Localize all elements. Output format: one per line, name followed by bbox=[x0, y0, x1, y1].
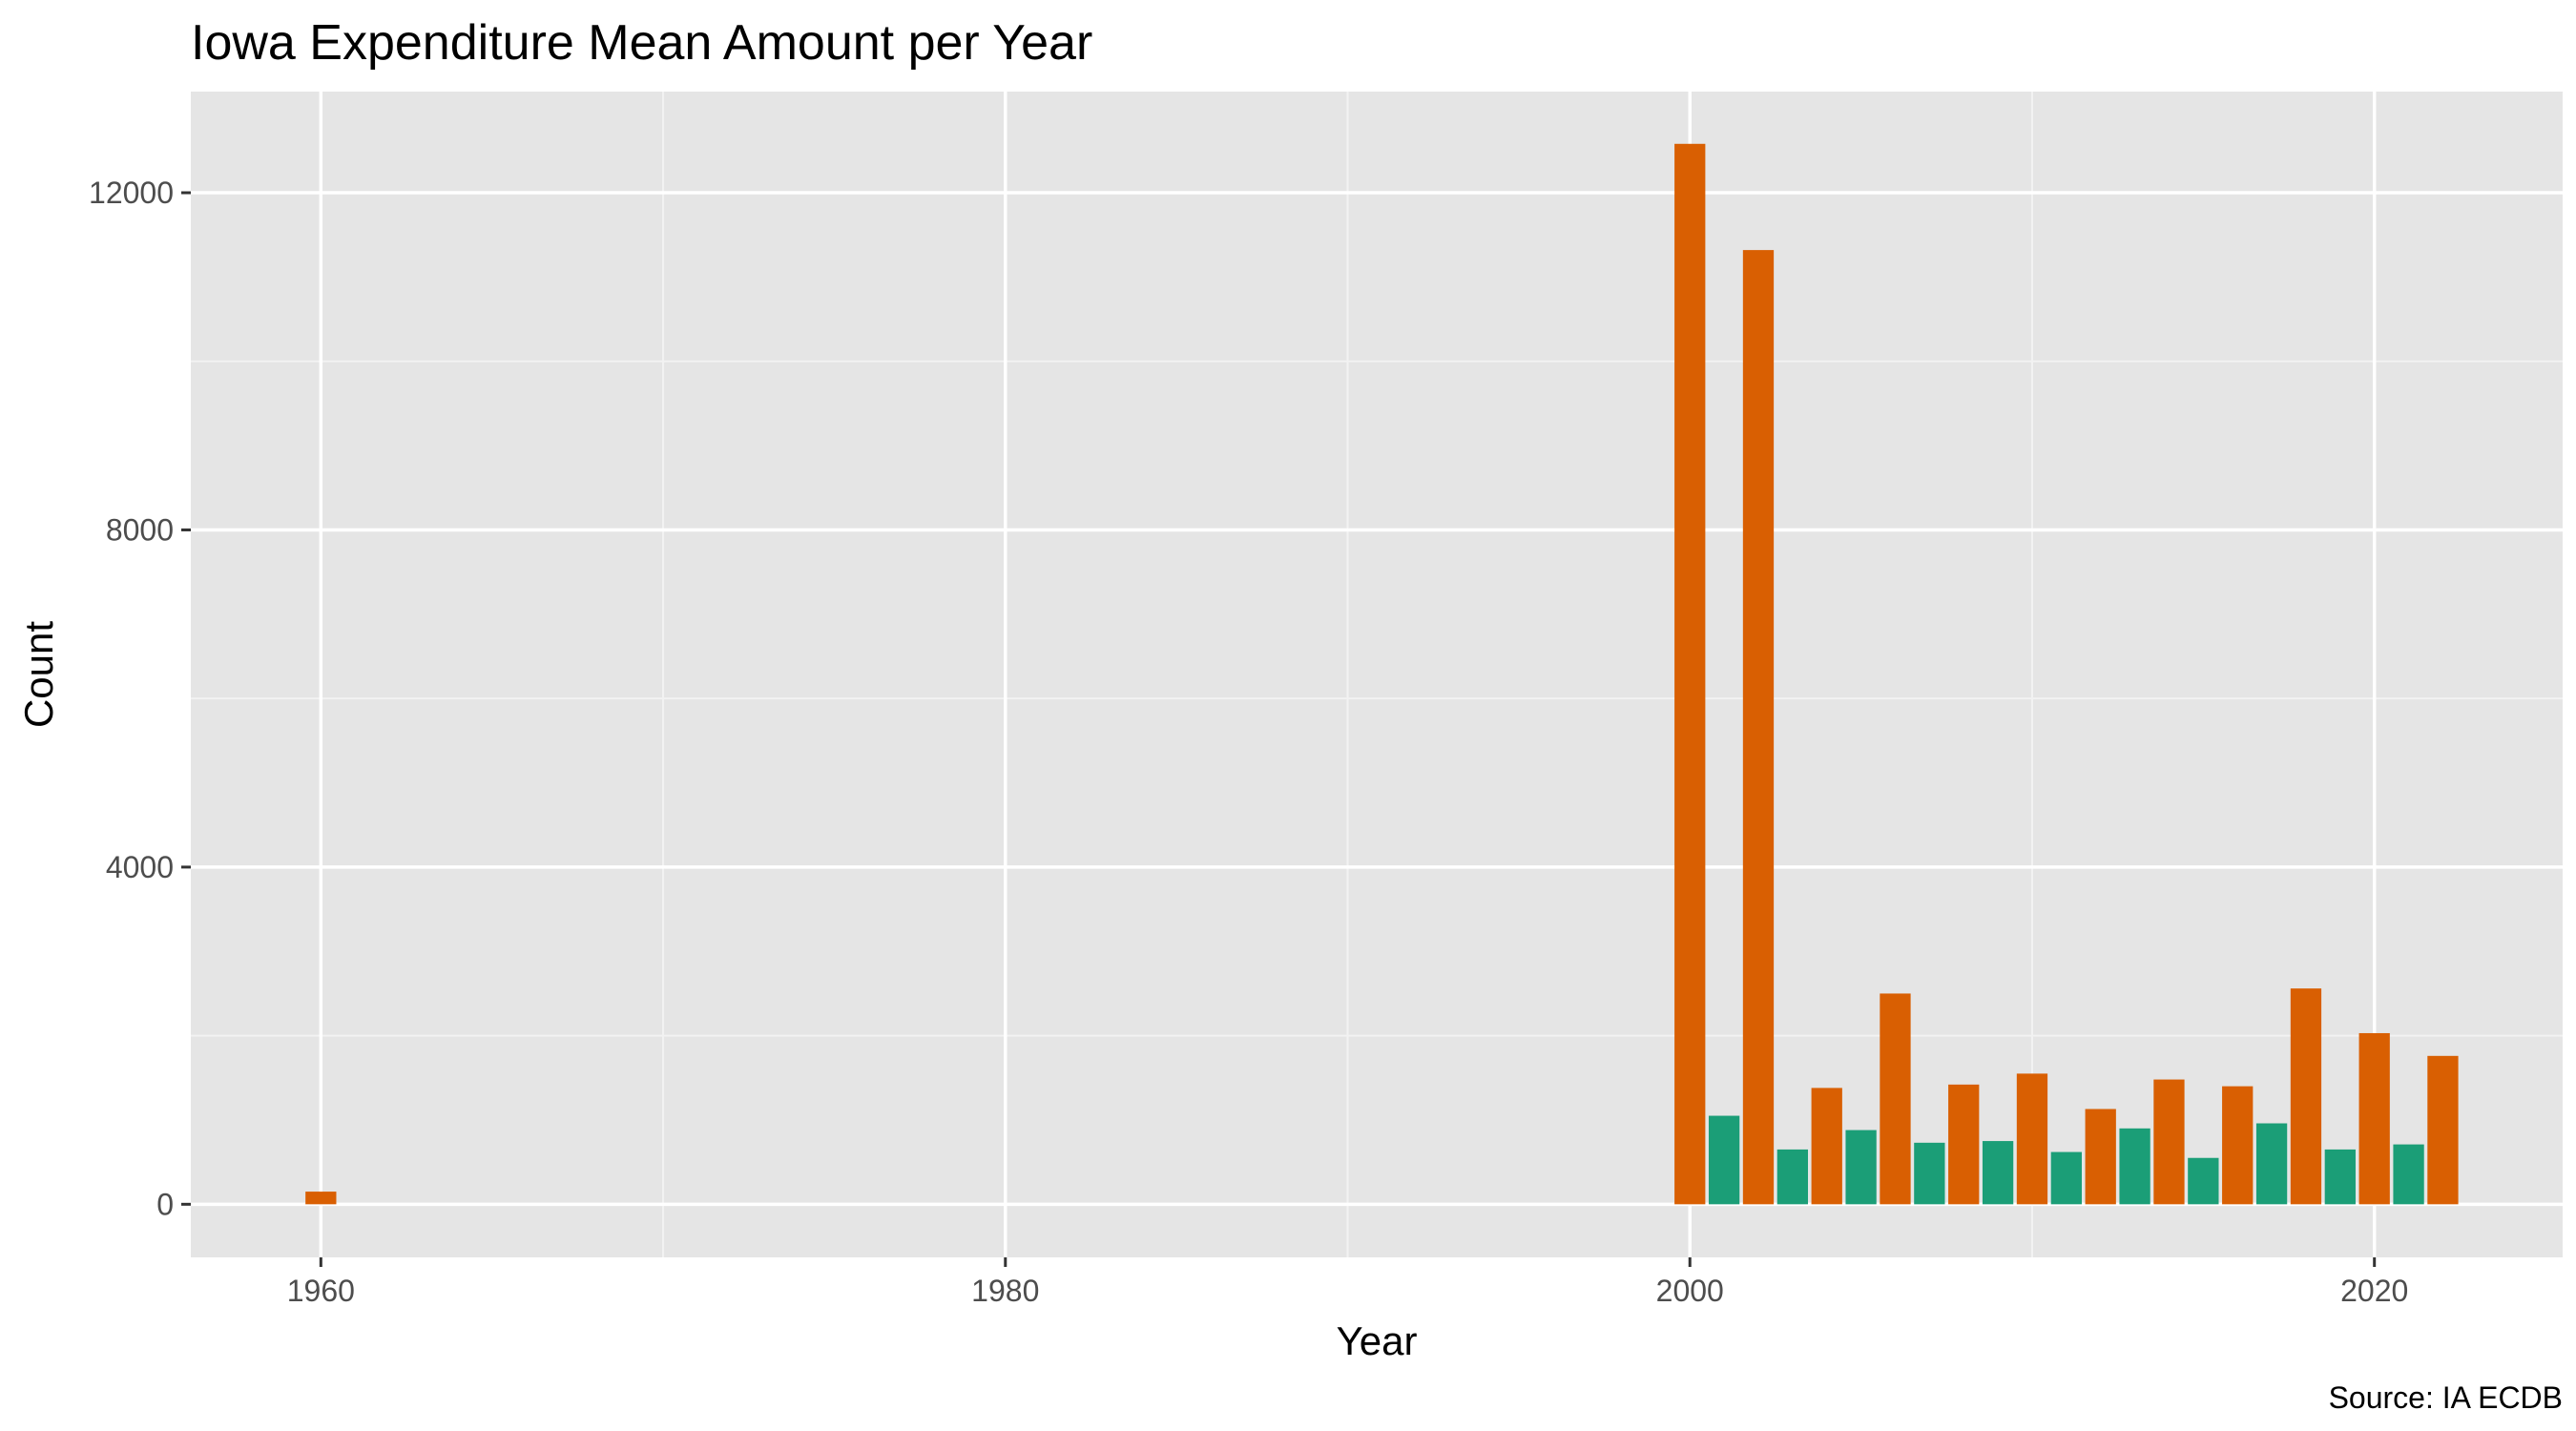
x-axis: 1960 1980 2000 2020 bbox=[287, 1257, 2408, 1308]
bar-2009 bbox=[1982, 1141, 2014, 1205]
plot-panel bbox=[191, 92, 2563, 1257]
minor-gridlines bbox=[191, 92, 2563, 1257]
x-tick-label: 2000 bbox=[1656, 1274, 1724, 1308]
bar-2014 bbox=[2153, 1079, 2185, 1205]
bar-2005 bbox=[1845, 1130, 1877, 1205]
bar-2006 bbox=[1880, 993, 1911, 1205]
bar-2016 bbox=[2222, 1086, 2254, 1205]
bar-2018 bbox=[2290, 988, 2322, 1205]
bar-2017 bbox=[2255, 1123, 2288, 1205]
x-axis-title: Year bbox=[1337, 1318, 1418, 1363]
bar-2001 bbox=[1708, 1115, 1740, 1205]
bar-2019 bbox=[2324, 1149, 2356, 1205]
y-axis-title: Count bbox=[16, 621, 61, 728]
y-axis: 0 4000 8000 12000 bbox=[89, 176, 191, 1221]
y-tick-label: 0 bbox=[156, 1187, 174, 1221]
bar-2012 bbox=[2085, 1109, 2116, 1205]
bar-2013 bbox=[2119, 1128, 2150, 1205]
y-tick-label: 8000 bbox=[106, 512, 174, 547]
chart-title: Iowa Expenditure Mean Amount per Year bbox=[191, 15, 1092, 71]
y-tick-label: 12000 bbox=[89, 176, 174, 210]
bar-2002 bbox=[1742, 250, 1775, 1205]
bar-2000 bbox=[1674, 143, 1706, 1205]
bar-2008 bbox=[1948, 1084, 1980, 1205]
bar-2003 bbox=[1776, 1149, 1808, 1205]
x-tick-label: 1980 bbox=[971, 1274, 1039, 1308]
source-caption: Source: IA ECDB bbox=[2329, 1380, 2563, 1415]
y-tick-label: 4000 bbox=[106, 850, 174, 884]
bar-2007 bbox=[1914, 1142, 1945, 1205]
bar-2021 bbox=[2393, 1144, 2424, 1205]
bar-2015 bbox=[2188, 1157, 2219, 1205]
x-tick-label: 1960 bbox=[287, 1274, 355, 1308]
bar-2022 bbox=[2427, 1055, 2459, 1205]
bar-2011 bbox=[2050, 1151, 2082, 1205]
bar-2010 bbox=[2016, 1073, 2048, 1205]
x-tick-label: 2020 bbox=[2340, 1274, 2408, 1308]
bar-1960 bbox=[305, 1192, 337, 1205]
bars bbox=[305, 143, 2459, 1205]
bar-2004 bbox=[1811, 1088, 1842, 1205]
bar-2020 bbox=[2358, 1032, 2390, 1205]
